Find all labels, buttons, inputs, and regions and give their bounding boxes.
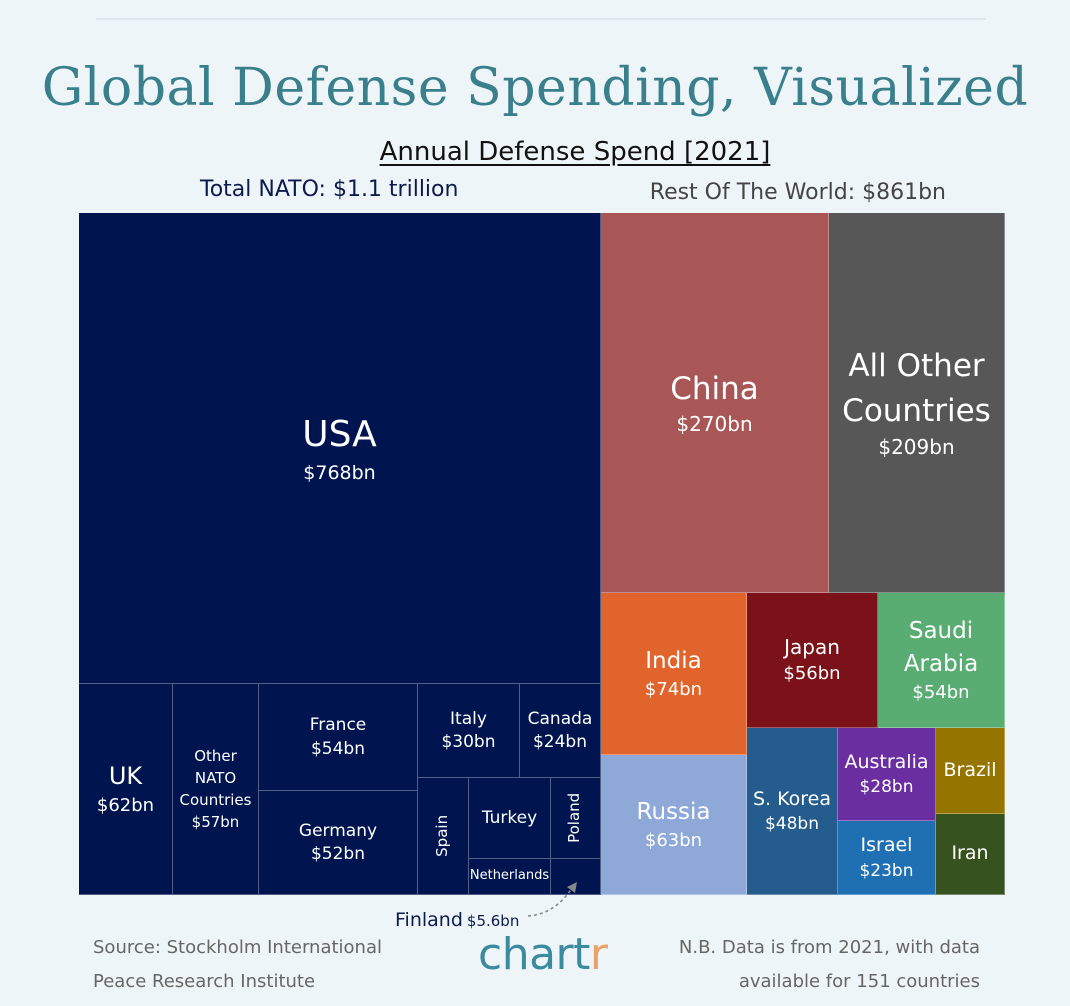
cell-label-iran: Iran	[951, 842, 989, 865]
cell-label-china: China	[670, 370, 759, 407]
cell-label-france: France	[309, 715, 367, 736]
treemap-cell-india: India $74bn	[601, 593, 747, 755]
cell-value-russia: $63bn	[644, 830, 703, 852]
treemap-cell-china: China $270bn	[601, 213, 829, 593]
treemap-cell-all-other-countries: All Other Countries $209bn	[829, 213, 1005, 593]
treemap-cell-australia: Australia $28bn	[838, 728, 936, 821]
note-line-1: N.B. Data is from 2021, with data	[678, 937, 980, 958]
treemap-cell-germany: Germany $52bn	[259, 791, 418, 895]
treemap-cell-brazil: Brazil	[936, 728, 1005, 814]
treemap-cell-s-korea: S. Korea $48bn	[747, 728, 838, 895]
rest-of-world-total-label: Rest Of The World: $861bn	[649, 180, 946, 205]
cell-value-australia: $28bn	[859, 777, 914, 798]
source-line-1: Source: Stockholm International	[93, 937, 382, 958]
treemap-cell-poland: Poland	[551, 778, 601, 859]
chartr-logo: chartr	[478, 929, 608, 980]
logo-main: chart	[478, 929, 590, 980]
treemap-cell-italy: Italy $30bn	[418, 684, 520, 778]
chart-title: Global Defense Spending, Visualized	[41, 58, 1029, 118]
cell-label-poland: Poland	[565, 792, 584, 844]
treemap-cell-saudi-arabia: Saudi Arabia $54bn	[878, 593, 1005, 728]
cell-label-italy: Italy	[450, 708, 487, 729]
top-divider	[96, 18, 986, 20]
source-note: Source: Stockholm International Peace Re…	[93, 931, 393, 999]
finland-arrow-icon	[527, 882, 577, 917]
treemap-cell-usa: USA $768bn	[79, 213, 601, 684]
chart-subtitle: Annual Defense Spend [2021]	[379, 137, 771, 167]
finland-callout-value: $5.6bn	[466, 912, 520, 930]
cell-label-uk: UK	[108, 762, 143, 791]
cell-label-other-nato-countries: Other NATO Countries	[179, 747, 252, 809]
cell-label-s-korea: S. Korea	[752, 787, 831, 810]
cell-value-france: $54bn	[310, 738, 365, 759]
treemap-cell-japan: Japan $56bn	[747, 593, 878, 728]
cell-label-spain: Spain	[433, 815, 452, 857]
cell-label-usa: USA	[302, 414, 377, 456]
cell-label-saudi-arabia: Saudi Arabia	[903, 617, 979, 677]
cell-value-uk: $62bn	[96, 795, 155, 817]
cell-label-germany: Germany	[298, 820, 378, 841]
treemap-cell-spain: Spain	[418, 778, 469, 895]
cell-label-india: India	[645, 647, 702, 674]
source-line-2: Peace Research Institute	[93, 971, 316, 992]
treemap-cell-uk: UK $62bn	[79, 684, 173, 895]
nato-total-label: Total NATO: $1.1 trillion	[200, 177, 459, 202]
cell-value-germany: $52bn	[310, 844, 365, 865]
logo-accent: r	[589, 929, 608, 980]
cell-value-japan: $56bn	[783, 663, 841, 685]
treemap-cell-france: France $54bn	[259, 684, 418, 791]
note-line-2: available for 151 countries	[738, 971, 980, 992]
cell-label-israel: Israel	[860, 834, 913, 857]
cell-label-brazil: Brazil	[943, 758, 997, 781]
cell-label-australia: Australia	[844, 750, 929, 773]
finland-callout: Finland $5.6bn	[395, 909, 519, 931]
treemap-cell-turkey: Turkey	[469, 778, 551, 859]
cell-value-usa: $768bn	[303, 462, 376, 485]
treemap-cell-iran: Iran	[936, 814, 1005, 895]
cell-label-canada: Canada	[527, 708, 593, 729]
cell-value-s-korea: $48bn	[764, 814, 819, 835]
cell-label-japan: Japan	[784, 635, 840, 660]
cell-value-saudi-arabia: $54bn	[912, 682, 970, 704]
cell-value-all-other-countries: $209bn	[878, 434, 955, 459]
cell-value-italy: $30bn	[441, 732, 496, 753]
treemap-cell-finland	[551, 859, 601, 895]
cell-value-china: $270bn	[676, 412, 753, 437]
cell-value-canada: $24bn	[532, 732, 587, 753]
finland-callout-name: Finland	[395, 909, 463, 931]
treemap-cell-russia: Russia $63bn	[601, 755, 747, 895]
cell-value-israel: $23bn	[859, 860, 914, 881]
cell-value-other-nato-countries: $57bn	[191, 812, 240, 831]
treemap-cell-netherlands: Netherlands	[469, 859, 551, 895]
treemap-cell-israel: Israel $23bn	[838, 821, 936, 895]
cell-label-netherlands: Netherlands	[469, 868, 550, 884]
cell-label-russia: Russia	[636, 798, 711, 825]
data-note: N.B. Data is from 2021, with data availa…	[650, 931, 980, 999]
cell-label-all-other-countries: All Other Countries	[842, 348, 991, 429]
treemap-cell-other-nato-countries: Other NATO Countries $57bn	[173, 684, 259, 895]
cell-label-turkey: Turkey	[481, 807, 538, 828]
treemap: USA $768bn UK $62bn Other NATO Countries $57b…	[79, 213, 1005, 895]
cell-value-india: $74bn	[644, 679, 703, 701]
treemap-cell-canada: Canada $24bn	[520, 684, 601, 778]
